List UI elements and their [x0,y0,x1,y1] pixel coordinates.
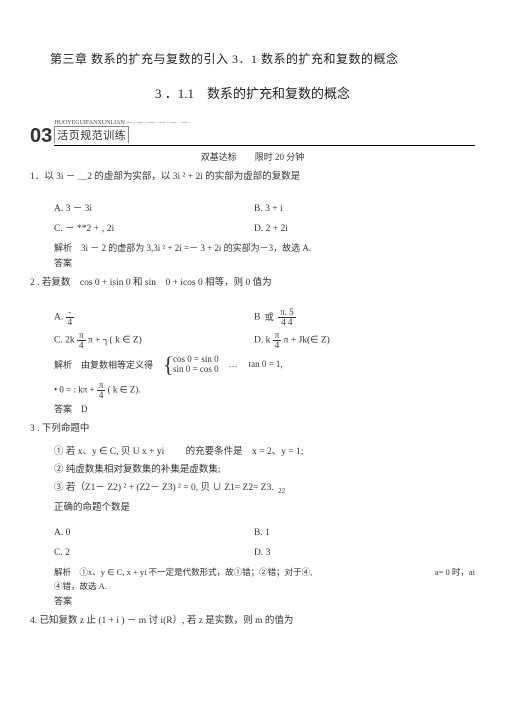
q2-a-frac: - 4 [66,308,75,327]
q2-stem-r: 和 sin 0 + icos 0 相等，则 0 值为 [133,278,272,288]
q2-theta-suf: ( k ∈ Z). [108,385,141,395]
q2-theta-line: • 0 = : kπ + π 4 ( k ∈ Z). [30,381,475,400]
q3-opt-c: C. 2 [54,545,254,561]
q2-c-frac: π 4 [77,331,86,350]
q2-b-mid: 或 [263,313,276,322]
header-num: 03 [30,126,52,146]
q1-opt-d: D. 2 + 2i [254,221,454,237]
q3-note-row: 解析 ①x、y ∈ C, x + yi 不一定是代数形式，故①错；②错；对于④,… [30,566,475,578]
q2-d-suf: π + Jk(∈ Z) [284,335,330,345]
q3-s2: ② 纯虚数集相对复数集的补集是虚数集; [30,461,475,475]
q3-s1: ① 若 x、y ∈ C, 贝 U x + yi 的充要条件是 x = 2、y =… [30,443,475,457]
q2-a-den: 4 [66,318,75,327]
q2-c-pre: C. 2k [54,335,75,345]
q1-stem: 1．以 3i － ＿2 的虚部为实部，以 3i ² + 2i 的实部为虚部的复数… [30,169,475,185]
q2-opt-b: B 或 π. 5 4 4 [254,308,454,327]
q2-dots: … [229,359,239,369]
q3-note2: a= 0 时，ai [435,566,475,578]
q2-eq2: sin 0 = cos 0 [173,364,219,375]
q2-c-den: 4 [77,341,86,350]
page: 第三章 数系的扩充与复数的引入 3．1 数系的扩充和复数的概念 3 ．1.1 数… [0,0,505,655]
q2-d-frac: π 4 [273,331,282,350]
q3-opt-b: B. 1 [254,525,454,541]
q2-note-l: 解析 由复数相等定义得 [54,358,153,371]
q2-d-den: 4 [273,341,282,350]
q3-ans: 答案 [30,594,475,607]
q1-opt-c: C. － **2 + ‚ 2i [54,221,254,237]
q3-s3-frac: 22 [276,488,287,495]
q2-b-pre: B [254,312,260,322]
q2-eq1: cos 0 = sin 0 [173,354,219,365]
q1-opt-b: B. 3 + i [254,201,454,217]
q2-b-frac: π. 5 4 4 [278,308,296,327]
q2-c-suf: π + ┐( k ∈ Z) [88,335,142,345]
header-label: 活页规范训练 [54,126,129,143]
q2-options: A. - 4 B 或 π. 5 4 4 C. 2k π 4 π + ┐( k ∈… [30,308,475,354]
q2-theta-frac: π 4 [97,381,106,400]
q2-b-mid-frac: 或 [263,313,276,322]
q2-tan: tan 0 = 1, [249,359,283,369]
q3-note3: ④错，故选 A. [30,580,475,592]
q2-ans: 答案 D [30,402,475,415]
q1-opt-a: A. 3 － 3i [54,201,254,217]
q3-opt-d: D. 3 [254,545,454,561]
q2-theta-den: 4 [97,391,106,400]
chapter-title: 第三章 数系的扩充与复数的引入 3．1 数系的扩充和复数的概念 [50,50,475,67]
q3-s3-num: 22 [276,488,287,495]
q4-stem: 4. 已知复数 z 止 (1 + i ) － m 讨 i(R）, 若 z 是实数… [30,613,475,629]
q1-options: A. 3 － 3i B. 3 + i C. － **2 + ‚ 2i D. 2 … [30,201,475,241]
q2-b-den: 4 4 [278,318,296,327]
q2-stem: 2 . 若复数 cos 0 + isin 0 和 sin 0 + icos 0 … [30,275,475,291]
q1-ans: 答案 [30,256,475,269]
q2-note: 解析 由复数相等定义得 cos 0 = sin 0 sin 0 = cos 0 … [30,354,475,376]
q3-stem: 3 . 下列命题中 [30,421,475,437]
meta: 双基达标 限时 20 分钟 [30,150,475,163]
q2-opt-a: A. - 4 [54,308,254,327]
q1-note: 解析 3i － 2 的虚部为 3,3i ² + 2i =－ 3 + 2i 的实部… [30,241,475,254]
q3-options: A. 0 B. 1 C. 2 D. 3 [30,525,475,565]
q2-stem-l: 2 . 若复数 cos 0 + isin 0 [30,278,131,288]
q2-d-pre: D. k [254,335,270,345]
header-bar: 03 HUOYEGUIFANXUNLIAN — · — · — · — · — … [30,120,475,146]
q2-opt-c: C. 2k π 4 π + ┐( k ∈ Z) [54,331,254,350]
q2-a-pre: A. [54,312,63,322]
header-label-wrap: HUOYEGUIFANXUNLIAN — · — · — · — · — · —… [54,120,475,146]
q3-s4: 正确的命题个数是 [30,499,475,513]
q3-opt-a: A. 0 [54,525,254,541]
q3-note1: 解析 ①x、y ∈ C, x + yi 不一定是代数形式，故①错；②错；对于④, [54,566,312,578]
q3-s3-pre: ③ 若（Z1－ Z2) ² + (Z2－ Z3) ² = 0, 贝 ∪ Z1= … [54,483,274,493]
q3-s3: ③ 若（Z1－ Z2) ² + (Z2－ Z3) ² = 0, 贝 ∪ Z1= … [30,479,475,495]
section-title: 3 ．1.1 数系的扩充和复数的概念 [30,83,475,102]
q2-theta-l: • 0 = : kπ + [54,385,97,395]
q2-opt-d: D. k π 4 π + Jk(∈ Z) [254,331,454,350]
q2-brace: cos 0 = sin 0 sin 0 = cos 0 [163,354,219,376]
